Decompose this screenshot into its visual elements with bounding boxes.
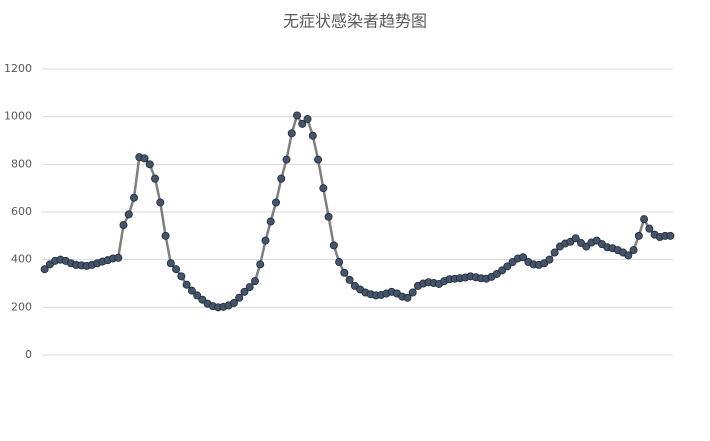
point (261, 236, 270, 245)
point (340, 268, 349, 277)
point (166, 259, 175, 268)
point (503, 262, 512, 271)
point (145, 160, 154, 169)
point (324, 212, 333, 221)
point (408, 288, 417, 297)
point (319, 184, 328, 193)
point (277, 174, 286, 183)
point (245, 283, 254, 292)
point (250, 277, 259, 286)
point (177, 272, 186, 281)
point (187, 286, 196, 295)
point (140, 154, 149, 163)
y-tick-label: 800 (11, 157, 32, 170)
point (345, 275, 354, 284)
y-tick-label: 400 (11, 253, 32, 266)
point (298, 119, 307, 128)
point (256, 260, 265, 269)
point (193, 291, 202, 300)
point (266, 217, 275, 226)
chart-title: 无症状感染者趋势图 (283, 12, 427, 31)
point (629, 246, 638, 255)
point (198, 295, 207, 304)
point (182, 280, 191, 289)
point (314, 155, 323, 164)
point (40, 265, 49, 274)
point (624, 251, 633, 260)
point (329, 241, 338, 250)
point (271, 198, 280, 207)
point (640, 215, 649, 224)
point (308, 131, 317, 140)
point (498, 266, 507, 275)
point (666, 231, 675, 240)
point (161, 231, 170, 240)
point (240, 287, 249, 296)
point (293, 111, 302, 120)
point (519, 253, 528, 262)
point (124, 210, 133, 219)
point (287, 129, 296, 138)
point (582, 242, 591, 251)
point (282, 155, 291, 164)
point (550, 248, 559, 257)
point (571, 234, 580, 243)
point (114, 253, 123, 262)
point (172, 265, 181, 274)
point (634, 231, 643, 240)
y-tick-label: 0 (25, 348, 32, 361)
point (303, 115, 312, 124)
y-tick-label: 200 (11, 300, 32, 313)
point (335, 258, 344, 267)
point (119, 221, 128, 230)
point (229, 299, 238, 308)
point (235, 293, 244, 302)
point (545, 255, 554, 264)
y-tick-label: 1000 (4, 110, 32, 123)
y-tick-label: 600 (11, 205, 32, 218)
point (403, 293, 412, 302)
point (156, 198, 165, 207)
y-tick-label: 1200 (4, 62, 32, 75)
point (151, 174, 160, 183)
point (130, 193, 139, 202)
point (645, 224, 654, 233)
